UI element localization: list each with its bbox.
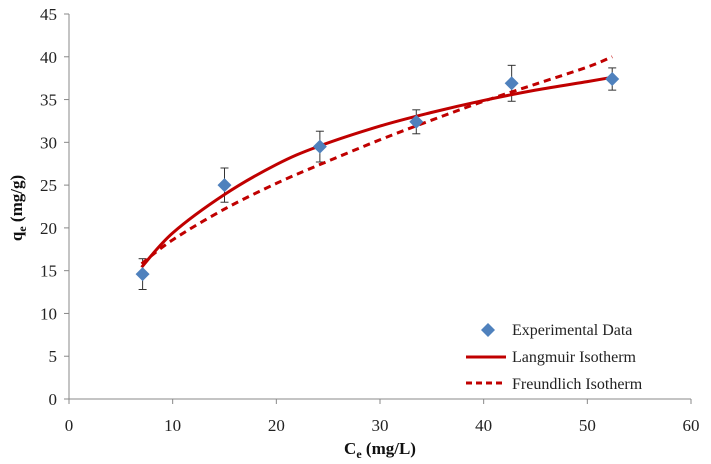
data-point <box>504 76 519 91</box>
legend-label-langmuir: Langmuir Isotherm <box>512 349 637 366</box>
data-point <box>217 178 232 193</box>
x-tick-label: 30 <box>372 416 389 435</box>
x-axis-title: Ce (mg/L) <box>344 439 416 461</box>
langmuir-curve <box>140 75 613 269</box>
axes <box>64 13 692 404</box>
legend-item-experimental: Experimental Data <box>481 322 632 339</box>
legend-label-experimental: Experimental Data <box>512 322 632 339</box>
y-tick-label: 20 <box>40 219 57 238</box>
data-point <box>135 267 150 282</box>
y-axis-title: qe (mg/g) <box>7 175 29 241</box>
data-point <box>605 72 620 87</box>
y-tick-label: 35 <box>40 91 57 110</box>
legend: Experimental Data Langmuir Isotherm Freu… <box>466 322 643 393</box>
x-tick-label: 50 <box>579 416 596 435</box>
legend-marker-diamond <box>481 323 495 337</box>
legend-label-freundlich: Freundlich Isotherm <box>512 376 643 393</box>
y-tick-label: 10 <box>40 304 57 323</box>
legend-item-freundlich: Freundlich Isotherm <box>466 376 643 393</box>
tick-labels: 0 10 20 30 40 50 60 0 5 10 15 20 25 30 35 40 45 <box>40 5 700 435</box>
y-tick-label: 45 <box>40 5 57 24</box>
y-tick-label: 40 <box>40 48 57 67</box>
error-bars <box>138 64 617 290</box>
legend-item-langmuir: Langmuir Isotherm <box>466 349 637 366</box>
data-point <box>409 114 424 129</box>
y-tick-label: 25 <box>40 176 57 195</box>
freundlich-curve <box>140 55 613 266</box>
x-tick-label: 20 <box>268 416 285 435</box>
x-tick-label: 10 <box>164 416 181 435</box>
data-point <box>312 139 327 154</box>
y-tick-label: 0 <box>49 390 58 409</box>
data-points <box>135 72 620 282</box>
x-tick-label: 60 <box>683 416 700 435</box>
x-tick-label: 40 <box>475 416 492 435</box>
x-tick-label: 0 <box>65 416 74 435</box>
fit-curves <box>140 55 613 269</box>
y-tick-label: 15 <box>40 262 57 281</box>
y-tick-label: 5 <box>49 347 58 366</box>
y-tick-label: 30 <box>40 133 57 152</box>
